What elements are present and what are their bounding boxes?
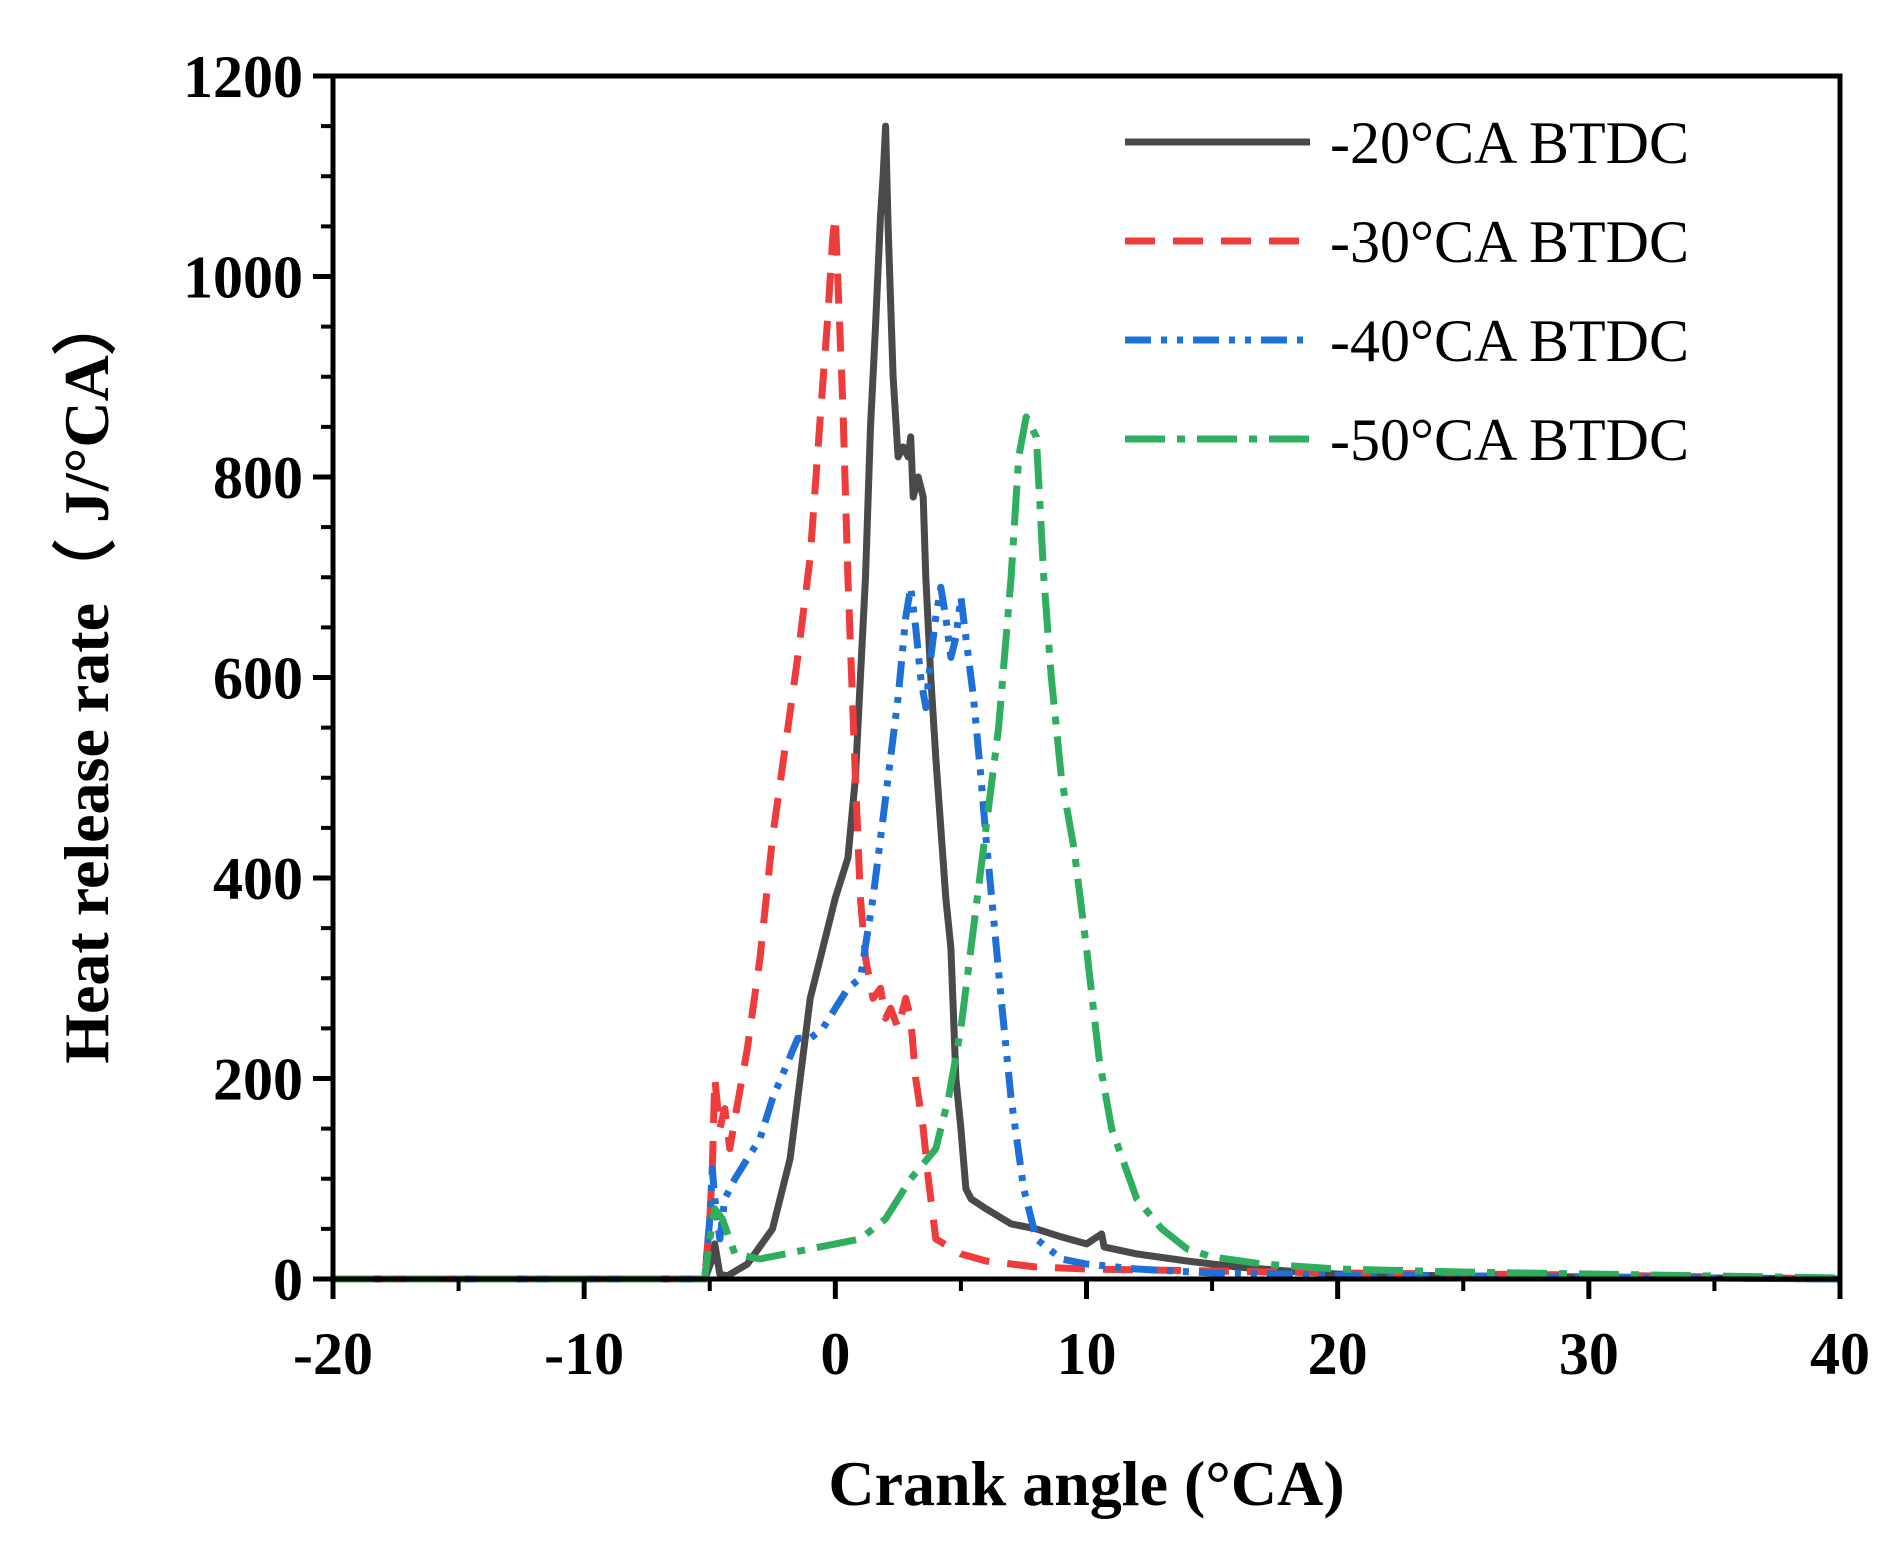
legend: -20°CA BTDC -30°CA BTDC -40°CA BTDC -50°CA …: [1125, 110, 1689, 473]
y-axis-ticks: 0 200 400 600 800 1000 1200: [183, 44, 333, 1313]
x-tick-label: 20: [1308, 1321, 1368, 1387]
x-tick-label: 40: [1810, 1321, 1870, 1387]
legend-label-3: -40°CA BTDC: [1330, 308, 1689, 374]
y-tick-label: 0: [273, 1247, 303, 1313]
x-axis-ticks: -20 -10 0 10 20 30 40: [293, 1279, 1870, 1387]
y-tick-label: 600: [213, 646, 303, 712]
legend-label-4: -50°CA BTDC: [1330, 407, 1689, 473]
x-tick-label: -10: [544, 1321, 624, 1387]
series-line-3: [333, 583, 1841, 1283]
series-line-2: [333, 212, 1841, 1283]
y-tick-label: 1200: [183, 44, 303, 110]
x-tick-label: 30: [1559, 1321, 1619, 1387]
x-tick-label: 10: [1057, 1321, 1117, 1387]
series-line-4: [333, 413, 1841, 1283]
y-tick-label: 200: [213, 1047, 303, 1113]
x-tick-label: 0: [820, 1321, 850, 1387]
y-tick-label: 800: [213, 445, 303, 511]
y-tick-label: 1000: [183, 245, 303, 311]
y-tick-label: 400: [213, 846, 303, 912]
x-tick-label: -20: [293, 1321, 373, 1387]
legend-label-1: -20°CA BTDC: [1330, 110, 1689, 176]
y-axis-title: Heat release rate（ J/°CA）: [51, 291, 122, 1064]
legend-label-2: -30°CA BTDC: [1330, 209, 1689, 275]
x-axis-title: Crank angle (°CA): [828, 1448, 1344, 1519]
series-layer: [333, 122, 1841, 1283]
series-line-1: [333, 122, 1841, 1283]
